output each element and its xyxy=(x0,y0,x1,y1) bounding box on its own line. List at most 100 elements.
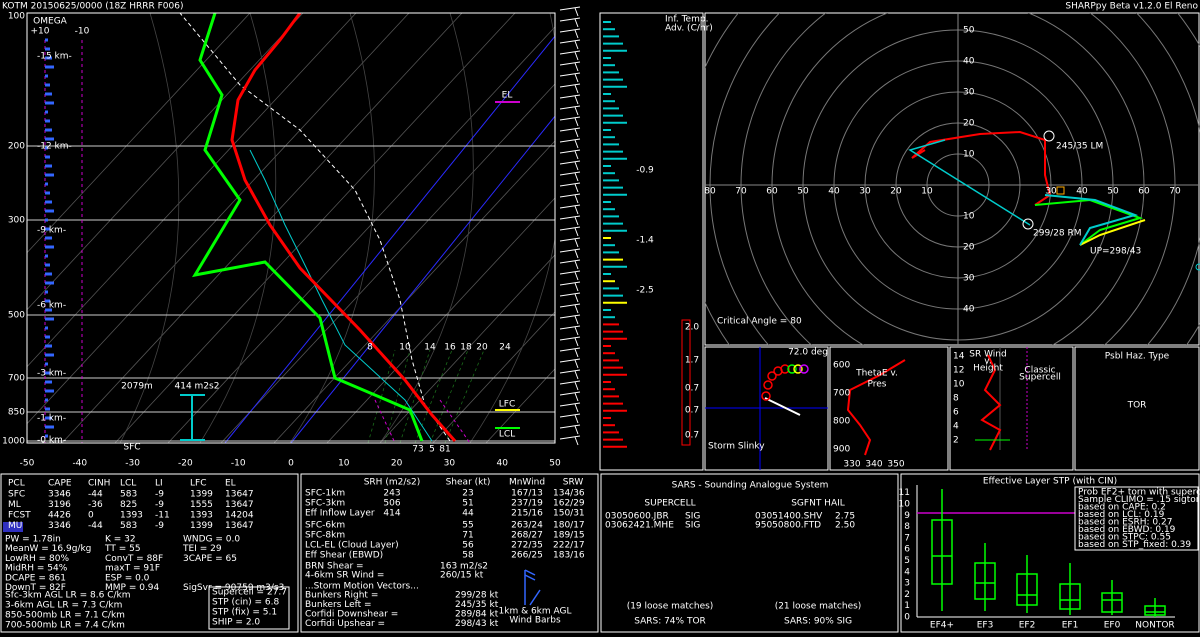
motion-label: Corfidi Upshear = xyxy=(305,619,385,629)
barb-flag xyxy=(574,150,579,160)
kin-cell: 266/25 xyxy=(511,551,543,561)
adv-value: -0.9 xyxy=(636,166,654,176)
pressure-label: 200 xyxy=(8,142,25,152)
hodo-y-label: 10 xyxy=(963,212,975,222)
kin-cell: 150/31 xyxy=(553,509,585,519)
kin-extra-label: 4-6km SR Wind = xyxy=(305,571,384,581)
stp-category: EF3 xyxy=(977,621,994,631)
barb-flag xyxy=(574,238,579,248)
stp-legend: based on STPC: 0.55 xyxy=(1078,533,1171,543)
thermo-cell: 3346 xyxy=(48,490,71,500)
stp-legend: based on LCL: 0.19 xyxy=(1078,510,1165,520)
srwind-y-label: 4 xyxy=(953,422,959,432)
temp-label: -10 xyxy=(231,459,246,469)
stp-category: EF1 xyxy=(1062,621,1079,631)
thermo-index: ESP = 0.0 xyxy=(105,573,150,583)
thetae-y-label: 900 xyxy=(833,445,850,455)
barb-flag xyxy=(574,194,579,204)
eff-depth: 2079m xyxy=(121,382,153,392)
temp-label: -50 xyxy=(20,459,35,469)
thermo-cell: 1393 xyxy=(190,511,213,521)
thermo-cell: 825 xyxy=(120,500,137,510)
barb xyxy=(559,435,581,440)
hodo-x-label: 30 xyxy=(1045,187,1057,197)
temp-label: 30 xyxy=(444,459,456,469)
mu-highlight xyxy=(3,522,23,532)
barb xyxy=(559,39,581,44)
barb-flag xyxy=(574,425,579,435)
stp-legend: Sample CLIMO = .15 sigtor xyxy=(1078,495,1200,505)
thermo-header: LCL xyxy=(120,479,136,489)
thermo-cell: ML xyxy=(8,500,21,510)
hodo-y-label: 50 xyxy=(963,26,975,36)
upshear-label: UP=298/43 xyxy=(1090,247,1141,257)
barb xyxy=(559,358,581,363)
thermo-index: DCAPE = 861 xyxy=(5,573,66,583)
pressure-label: 850 xyxy=(8,408,25,418)
thetae-x-label: 340 xyxy=(865,460,882,470)
thermo-index: DownT = 82F xyxy=(5,583,66,593)
thermo-cell: -9 xyxy=(155,490,164,500)
barb xyxy=(559,6,581,11)
barb-flag xyxy=(574,128,579,138)
thermo-cell: 13647 xyxy=(225,521,254,531)
motion-value: 289/84 kt xyxy=(455,610,499,620)
kin-header: MnWind xyxy=(509,478,545,488)
dewpoint-trace xyxy=(192,13,424,442)
lfc-label: LFC xyxy=(499,400,515,410)
sars-section-title: SUPERCELL xyxy=(644,499,695,509)
critical-angle-lines xyxy=(908,139,1031,226)
barb xyxy=(559,303,581,308)
thermo-cell: FCST xyxy=(8,511,31,521)
wind-barbs xyxy=(559,6,581,446)
thermo-header: CINH xyxy=(88,479,110,489)
barb xyxy=(559,281,581,286)
kin-row-label: SFC-3km xyxy=(305,499,345,509)
temp-label: -20 xyxy=(178,459,193,469)
stp-title: Effective Layer STP (with CIN) xyxy=(983,477,1117,487)
kin-cell: 215/16 xyxy=(511,509,543,519)
kin-cell: 44 xyxy=(462,509,474,519)
sars-match-value: 2.50 xyxy=(835,521,855,531)
hodo-x-label: 70 xyxy=(1169,187,1181,197)
kin-cell: 23 xyxy=(462,489,473,499)
thermo-cell: SFC xyxy=(8,490,25,500)
thermo-cell: MU xyxy=(8,521,22,531)
temp-label: 40 xyxy=(496,459,508,469)
kin-cell: 268/27 xyxy=(511,531,543,541)
thermo-index: maxT = 91F xyxy=(105,564,160,574)
height-label: -0 km- xyxy=(37,436,66,446)
srwind-note: Classic xyxy=(1024,366,1055,376)
srwind-title: Height xyxy=(973,364,1003,374)
stp-legend: Prob EF2+ torn with supercell xyxy=(1078,488,1200,498)
stp-y-label: 10 xyxy=(899,500,911,510)
hodo-x-label: 50 xyxy=(797,187,809,197)
sfc-label: SFC xyxy=(123,443,140,453)
height-label: -15 km- xyxy=(37,52,72,62)
thermo-index: 3CAPE = 65 xyxy=(183,554,237,564)
skewt-background xyxy=(27,13,555,443)
hodo-x-label: 70 xyxy=(735,187,747,197)
adv-value: 0.7 xyxy=(685,431,699,441)
stp-legend: based on STP_fixed: 0.39 xyxy=(1078,540,1191,550)
kin-cell: 162/29 xyxy=(553,499,585,509)
barb xyxy=(559,171,581,176)
temp-label: 10 xyxy=(338,459,350,469)
pressure-label: 100 xyxy=(8,12,25,22)
mixing-ratio-label: 18 xyxy=(460,343,472,353)
mixing-ratio-label: 14 xyxy=(424,343,436,353)
sars-match-value: 2.75 xyxy=(835,512,855,522)
barb-flag xyxy=(574,392,579,402)
hodo-9-12km xyxy=(1044,194,1139,246)
thermo-cell: -9 xyxy=(155,521,164,531)
stp-legend: based on EBWD: 0.19 xyxy=(1078,525,1176,535)
barb-flag xyxy=(574,227,579,237)
srwind-y-label: 12 xyxy=(953,366,964,376)
left-mover xyxy=(1043,130,1055,142)
thermo-cell: 583 xyxy=(120,490,137,500)
barb xyxy=(559,237,581,242)
temp-label: 0 xyxy=(288,459,294,469)
isobars xyxy=(27,145,555,442)
pressure-label: 300 xyxy=(8,216,25,226)
